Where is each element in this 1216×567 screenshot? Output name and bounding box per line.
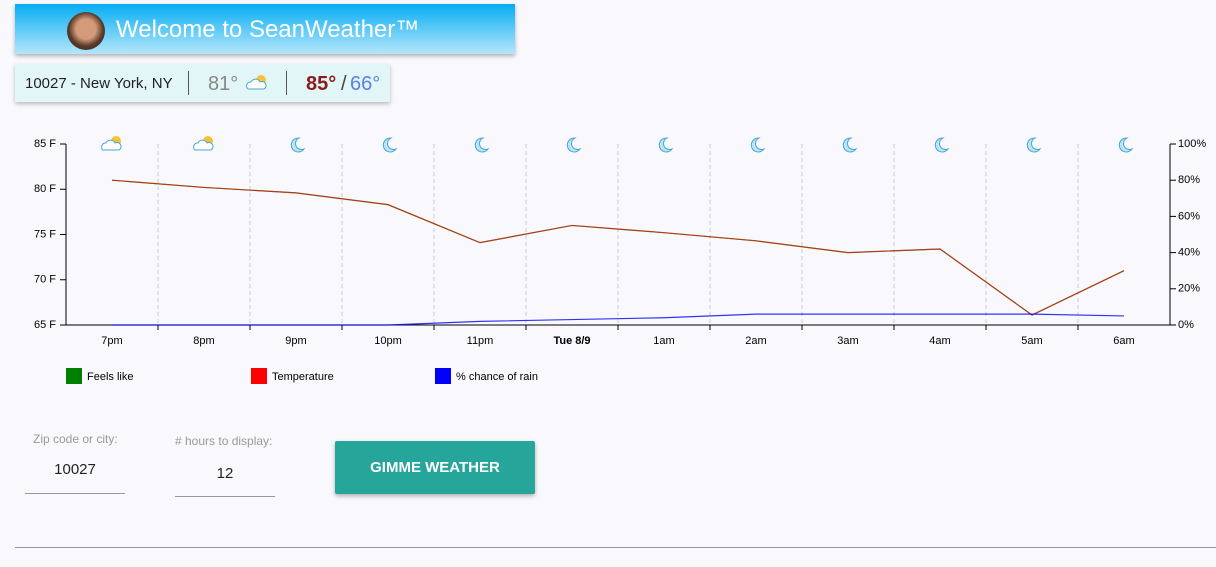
series-line (111, 179, 1125, 316)
weather-icon (193, 139, 214, 151)
legend-swatch (435, 368, 451, 384)
zip-value: 10027 (54, 461, 96, 478)
y-tick-label: 75 F (34, 228, 56, 240)
divider (188, 71, 189, 95)
weather-icon (934, 137, 950, 153)
y2-tick-label: 60% (1178, 210, 1200, 222)
current-temp: 81° (208, 73, 239, 95)
legend-label: Feels like (87, 371, 133, 383)
hours-label: # hours to display: (175, 434, 273, 448)
x-tick-label: 5am (1021, 335, 1042, 347)
y2-tick-label: 80% (1178, 174, 1200, 186)
y2-tick-label: 100% (1178, 138, 1206, 150)
weather-icon (382, 137, 398, 153)
legend-swatch (251, 368, 267, 384)
weather-icon (842, 137, 858, 153)
x-tick-label: 6am (1113, 335, 1134, 347)
legend-label: % chance of rain (456, 371, 538, 383)
divider (286, 71, 287, 95)
hours-value: 12 (216, 465, 234, 482)
y-tick-label: 70 F (34, 274, 56, 286)
weather-icon (246, 75, 267, 90)
header-title: Welcome to SeanWeather™ (116, 16, 420, 43)
weather-icon (1118, 137, 1134, 153)
y2-tick-label: 0% (1178, 319, 1194, 331)
weather-icon (566, 137, 582, 153)
x-tick-label: 10pm (374, 335, 402, 347)
header: Welcome to SeanWeather™ (15, 4, 515, 54)
separator: / (341, 73, 347, 95)
high-temp: 85° (306, 73, 337, 95)
avatar (67, 12, 105, 50)
legend-label: Temperature (272, 371, 334, 383)
submit-button[interactable]: GIMME WEATHER (335, 441, 535, 494)
y2-tick-label: 40% (1178, 247, 1200, 259)
series-line (112, 313, 1125, 326)
zip-label: Zip code or city: (33, 432, 118, 446)
weather-icon (101, 139, 122, 151)
weather-icon (750, 137, 766, 153)
y-tick-label: 65 F (34, 319, 56, 331)
chart: 65 F 70 F 75 F 80 F 85 F 0% 20% 40% 60% 80% 100% 7p… (34, 136, 1206, 384)
current-weather: 10027 - New York, NY 81° 85° / 66° (15, 64, 390, 102)
zip-input[interactable]: 10027 (25, 462, 125, 494)
x-tick-label: 8pm (193, 335, 214, 347)
x-tick-label: 2am (745, 335, 766, 347)
x-tick-label: 3am (837, 335, 858, 347)
y2-tick-label: 20% (1178, 283, 1200, 295)
hours-input[interactable]: 12 (175, 465, 275, 497)
x-tick-label: 11pm (467, 335, 494, 347)
weather-icon (658, 137, 674, 153)
low-temp: 66° (350, 73, 381, 95)
location: 10027 - New York, NY (25, 75, 173, 92)
weather-icon (474, 137, 490, 153)
x-tick-label: 1am (653, 335, 674, 347)
x-tick-label: 4am (929, 335, 950, 347)
weather-icon (290, 137, 306, 153)
divider (15, 547, 1216, 548)
x-tick-label: Tue 8/9 (553, 335, 590, 347)
legend-swatch (66, 368, 82, 384)
y-tick-label: 85 F (34, 138, 56, 150)
x-tick-label: 9pm (285, 335, 306, 347)
weather-icon (1026, 137, 1042, 153)
y-tick-label: 80 F (34, 183, 56, 195)
x-tick-label: 7pm (101, 335, 122, 347)
